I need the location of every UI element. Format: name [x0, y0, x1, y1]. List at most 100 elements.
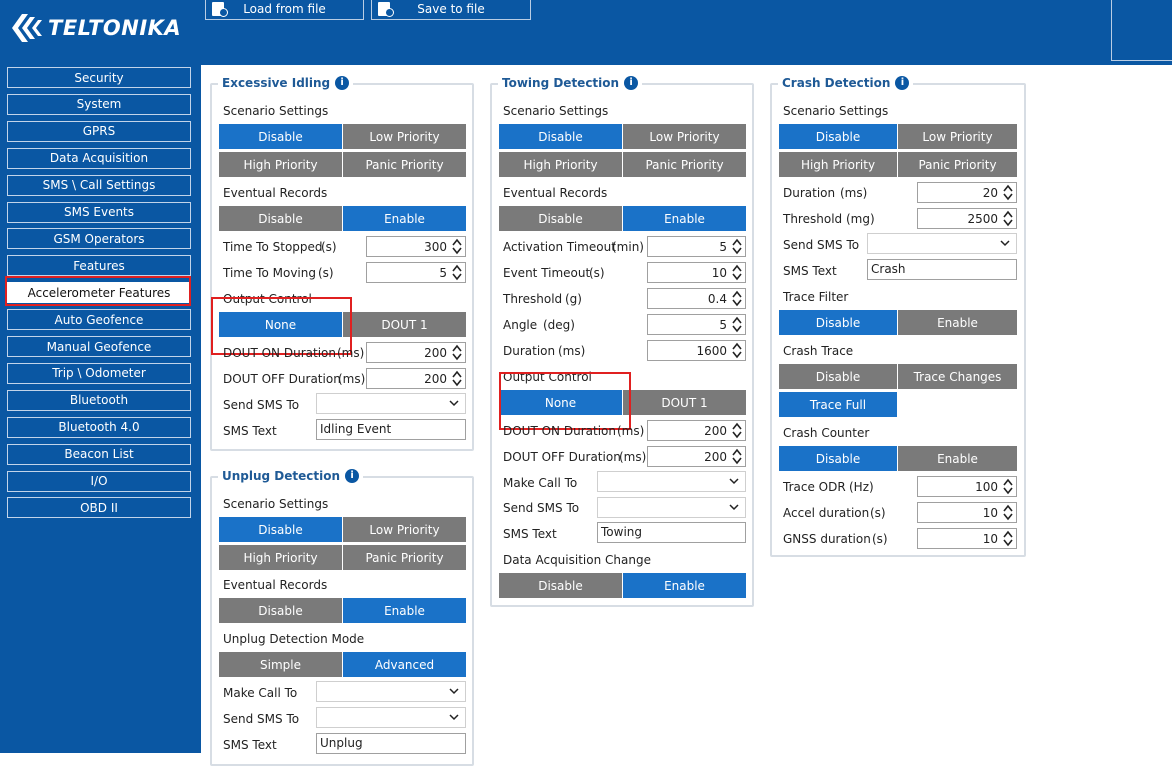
unplug-scenario-high-priority[interactable]: High Priority [219, 545, 342, 570]
towing-dac-disable[interactable]: Disable [499, 573, 622, 598]
crash-accel-duration-spinner[interactable]: 10 [917, 502, 1017, 523]
crash-scenario-disable[interactable]: Disable [779, 124, 897, 149]
load-from-file-button[interactable]: Load from file [205, 0, 364, 20]
idling-output-dout1[interactable]: DOUT 1 [343, 312, 466, 337]
towing-scenario-high-priority[interactable]: High Priority [499, 152, 622, 177]
towing-dout-off-spinner[interactable]: 200 [647, 446, 746, 467]
spinner-arrows-icon[interactable] [732, 316, 742, 333]
idling-output-none[interactable]: None [219, 312, 342, 337]
spinner-arrows-icon[interactable] [452, 370, 462, 387]
unplug-make-call-select[interactable] [316, 681, 466, 702]
crash-counter-disable[interactable]: Disable [779, 446, 897, 471]
save-to-file-button[interactable]: Save to file [371, 0, 531, 20]
idling-eventual-disable[interactable]: Disable [219, 206, 342, 231]
unplug-mode-advanced[interactable]: Advanced [343, 652, 466, 677]
crash-send-sms-select[interactable] [867, 233, 1017, 254]
spinner-arrows-icon[interactable] [732, 264, 742, 281]
crash-trace-filter-disable[interactable]: Disable [779, 310, 897, 335]
sidebar-item-manual-geofence[interactable]: Manual Geofence [7, 336, 191, 357]
spinner-arrows-icon[interactable] [732, 342, 742, 359]
sidebar-item-security[interactable]: Security [7, 67, 191, 88]
info-icon[interactable]: i [345, 469, 360, 483]
spinner-arrows-icon[interactable] [1003, 530, 1013, 547]
towing-activation-spinner[interactable]: 5 [647, 236, 746, 257]
spinner-arrows-icon[interactable] [732, 290, 742, 307]
crash-trace-changes[interactable]: Trace Changes [898, 364, 1017, 389]
idling-eventual-enable[interactable]: Enable [343, 206, 466, 231]
sidebar-item-sms-events[interactable]: SMS Events [7, 201, 191, 223]
spinner-arrows-icon[interactable] [452, 344, 462, 361]
unplug-sms-text-input[interactable]: Unplug [316, 733, 466, 754]
idling-scenario-high-priority[interactable]: High Priority [219, 152, 342, 177]
sidebar-item-auto-geofence[interactable]: Auto Geofence [7, 309, 191, 331]
towing-sms-text-input[interactable]: Towing [597, 522, 746, 543]
sidebar-item-trip-odometer[interactable]: Trip \ Odometer [7, 362, 191, 384]
sidebar-item-bluetooth[interactable]: Bluetooth [7, 389, 191, 411]
sidebar-item-gprs[interactable]: GPRS [7, 120, 191, 142]
idling-time-to-stopped-spinner[interactable]: 300 [366, 236, 466, 257]
sidebar-item-bluetooth-4-0[interactable]: Bluetooth 4.0 [7, 416, 191, 438]
unplug-scenario-panic-priority[interactable]: Panic Priority [343, 545, 466, 570]
towing-duration-spinner[interactable]: 1600 [647, 340, 746, 361]
towing-dout-on-spinner[interactable]: 200 [647, 420, 746, 441]
towing-event-timeout-spinner[interactable]: 10 [647, 262, 746, 283]
towing-threshold-spinner[interactable]: 0.4 [647, 288, 746, 309]
spinner-arrows-icon[interactable] [452, 238, 462, 255]
unplug-mode-simple[interactable]: Simple [219, 652, 342, 677]
crash-trace-disable[interactable]: Disable [779, 364, 897, 389]
unplug-eventual-disable[interactable]: Disable [219, 598, 342, 623]
idling-scenario-disable[interactable]: Disable [219, 124, 342, 149]
towing-scenario-panic-priority[interactable]: Panic Priority [623, 152, 746, 177]
unplug-eventual-enable[interactable]: Enable [343, 598, 466, 623]
sidebar-item-obd-ii[interactable]: OBD II [7, 497, 191, 519]
towing-dac-enable[interactable]: Enable [623, 573, 746, 598]
spinner-arrows-icon[interactable] [1003, 184, 1013, 201]
spinner-arrows-icon[interactable] [452, 264, 462, 281]
sidebar-item-features[interactable]: Features [7, 255, 191, 277]
crash-trace-odr-spinner[interactable]: 100 [917, 476, 1017, 497]
spinner-arrows-icon[interactable] [732, 238, 742, 255]
spinner-arrows-icon[interactable] [1003, 210, 1013, 227]
crash-scenario-low-priority[interactable]: Low Priority [898, 124, 1017, 149]
towing-scenario-disable[interactable]: Disable [499, 124, 622, 149]
info-icon[interactable]: i [624, 76, 639, 90]
crash-scenario-high-priority[interactable]: High Priority [779, 152, 897, 177]
crash-threshold-spinner[interactable]: 2500 [917, 208, 1017, 229]
crash-counter-enable[interactable]: Enable [898, 446, 1017, 471]
idling-send-sms-select[interactable] [316, 393, 466, 414]
sidebar-item-i-o[interactable]: I/O [7, 470, 191, 492]
towing-scenario-low-priority[interactable]: Low Priority [623, 124, 746, 149]
crash-duration-spinner[interactable]: 20 [917, 182, 1017, 203]
crash-sms-text-input[interactable]: Crash [867, 259, 1017, 280]
towing-output-none[interactable]: None [499, 390, 622, 415]
idling-sms-text-input[interactable]: Idling Event [316, 419, 466, 440]
unplug-scenario-disable[interactable]: Disable [219, 517, 342, 542]
spinner-arrows-icon[interactable] [732, 422, 742, 439]
idling-dout-off-spinner[interactable]: 200 [366, 368, 466, 389]
unplug-send-sms-select[interactable] [316, 707, 466, 728]
towing-output-dout1[interactable]: DOUT 1 [623, 390, 746, 415]
crash-gnss-duration-spinner[interactable]: 10 [917, 528, 1017, 549]
idling-scenario-panic-priority[interactable]: Panic Priority [343, 152, 466, 177]
info-icon[interactable]: i [895, 76, 910, 90]
crash-trace-filter-enable[interactable]: Enable [898, 310, 1017, 335]
sidebar-item-system[interactable]: System [7, 93, 191, 115]
spinner-arrows-icon[interactable] [1003, 478, 1013, 495]
towing-eventual-disable[interactable]: Disable [499, 206, 622, 231]
crash-scenario-panic-priority[interactable]: Panic Priority [898, 152, 1017, 177]
sidebar-item-accelerometer-features[interactable]: Accelerometer Features [7, 282, 191, 304]
spinner-arrows-icon[interactable] [1003, 504, 1013, 521]
idling-dout-on-spinner[interactable]: 200 [366, 342, 466, 363]
idling-scenario-low-priority[interactable]: Low Priority [343, 124, 466, 149]
idling-time-to-moving-spinner[interactable]: 5 [366, 262, 466, 283]
sidebar-item-data-acquisition[interactable]: Data Acquisition [7, 147, 191, 169]
towing-eventual-enable[interactable]: Enable [623, 206, 746, 231]
towing-make-call-select[interactable] [597, 471, 746, 492]
towing-angle-spinner[interactable]: 5 [647, 314, 746, 335]
unplug-scenario-low-priority[interactable]: Low Priority [343, 517, 466, 542]
info-icon[interactable]: i [335, 76, 350, 90]
sidebar-item-sms-call-settings[interactable]: SMS \ Call Settings [7, 174, 191, 196]
sidebar-item-gsm-operators[interactable]: GSM Operators [7, 228, 191, 250]
crash-trace-full[interactable]: Trace Full [779, 392, 897, 417]
towing-send-sms-select[interactable] [597, 497, 746, 518]
